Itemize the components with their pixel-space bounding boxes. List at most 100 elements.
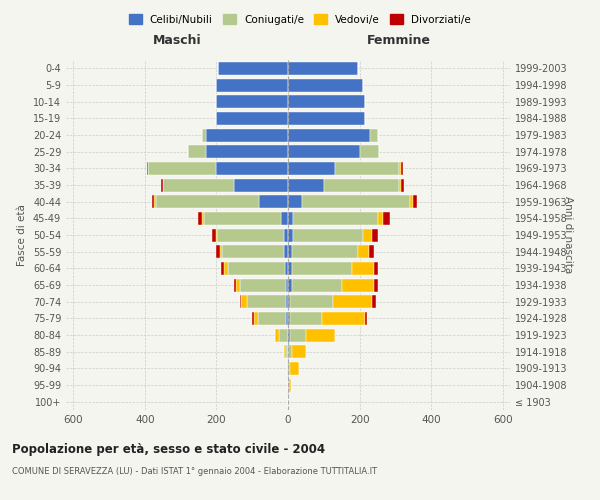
Bar xyxy=(290,295,333,308)
Bar xyxy=(239,278,286,291)
Bar xyxy=(234,178,288,192)
Bar xyxy=(288,128,370,141)
Y-axis label: Anni di nascita: Anni di nascita xyxy=(563,196,573,274)
Bar xyxy=(257,312,286,325)
Bar xyxy=(215,228,217,241)
Bar xyxy=(370,128,377,141)
Bar xyxy=(288,162,335,175)
Bar xyxy=(358,245,368,258)
Bar xyxy=(288,262,292,275)
Bar xyxy=(288,228,293,241)
Bar xyxy=(163,178,234,192)
Bar xyxy=(236,278,239,291)
Bar xyxy=(359,145,379,158)
Text: Femmine: Femmine xyxy=(367,34,431,46)
Bar xyxy=(286,278,288,291)
Bar xyxy=(372,228,377,241)
Text: Maschi: Maschi xyxy=(152,34,202,46)
Bar xyxy=(217,245,220,258)
Bar xyxy=(290,328,306,342)
Bar xyxy=(146,162,148,175)
Bar xyxy=(352,262,374,275)
Bar xyxy=(302,195,410,208)
Bar xyxy=(306,328,335,342)
Bar xyxy=(288,212,293,225)
Bar xyxy=(155,195,259,208)
Bar xyxy=(288,345,292,358)
Bar xyxy=(288,112,365,125)
Bar xyxy=(222,245,284,258)
Bar xyxy=(292,278,342,291)
Bar xyxy=(289,378,290,392)
Bar xyxy=(374,278,377,291)
Bar xyxy=(284,245,288,258)
Bar xyxy=(221,262,224,275)
Bar xyxy=(342,278,374,291)
Bar xyxy=(286,312,288,325)
Bar xyxy=(188,145,206,158)
Bar xyxy=(290,312,322,325)
Bar xyxy=(220,245,222,258)
Bar xyxy=(368,245,374,258)
Bar xyxy=(204,212,281,225)
Bar xyxy=(288,62,358,75)
Bar xyxy=(399,162,401,175)
Bar xyxy=(288,178,324,192)
Bar xyxy=(322,312,365,325)
Bar xyxy=(202,128,206,141)
Bar xyxy=(292,262,352,275)
Bar xyxy=(206,145,288,158)
Bar xyxy=(241,295,247,308)
Bar xyxy=(413,195,417,208)
Bar xyxy=(288,145,359,158)
Bar xyxy=(288,278,292,291)
Bar xyxy=(217,78,288,92)
Bar xyxy=(286,295,288,308)
Bar xyxy=(148,162,217,175)
Bar xyxy=(286,345,288,358)
Bar xyxy=(288,378,289,392)
Bar xyxy=(292,345,306,358)
Bar xyxy=(288,245,292,258)
Bar xyxy=(224,262,228,275)
Bar xyxy=(290,362,299,375)
Bar xyxy=(234,278,236,291)
Bar xyxy=(401,162,403,175)
Bar xyxy=(281,212,288,225)
Bar xyxy=(217,162,288,175)
Bar xyxy=(363,228,372,241)
Bar xyxy=(288,328,290,342)
Text: Popolazione per età, sesso e stato civile - 2004: Popolazione per età, sesso e stato civil… xyxy=(12,442,325,456)
Bar xyxy=(152,195,154,208)
Bar xyxy=(372,295,376,308)
Bar xyxy=(288,95,365,108)
Bar xyxy=(374,262,377,275)
Bar xyxy=(288,362,290,375)
Bar xyxy=(252,312,254,325)
Bar xyxy=(399,178,401,192)
Bar xyxy=(285,262,288,275)
Bar xyxy=(154,195,155,208)
Bar xyxy=(199,212,202,225)
Bar xyxy=(383,212,390,225)
Bar xyxy=(212,228,215,241)
Bar xyxy=(259,195,288,208)
Bar xyxy=(288,195,302,208)
Bar xyxy=(292,245,358,258)
Bar xyxy=(324,178,399,192)
Bar xyxy=(218,62,288,75)
Bar xyxy=(377,212,383,225)
Bar xyxy=(335,162,399,175)
Bar xyxy=(217,95,288,108)
Bar xyxy=(228,262,285,275)
Bar xyxy=(161,178,163,192)
Bar xyxy=(333,295,372,308)
Bar xyxy=(217,112,288,125)
Bar xyxy=(401,178,404,192)
Bar xyxy=(365,312,367,325)
Bar xyxy=(279,328,288,342)
Bar xyxy=(254,312,257,325)
Bar xyxy=(410,195,413,208)
Bar xyxy=(217,228,284,241)
Bar xyxy=(288,78,363,92)
